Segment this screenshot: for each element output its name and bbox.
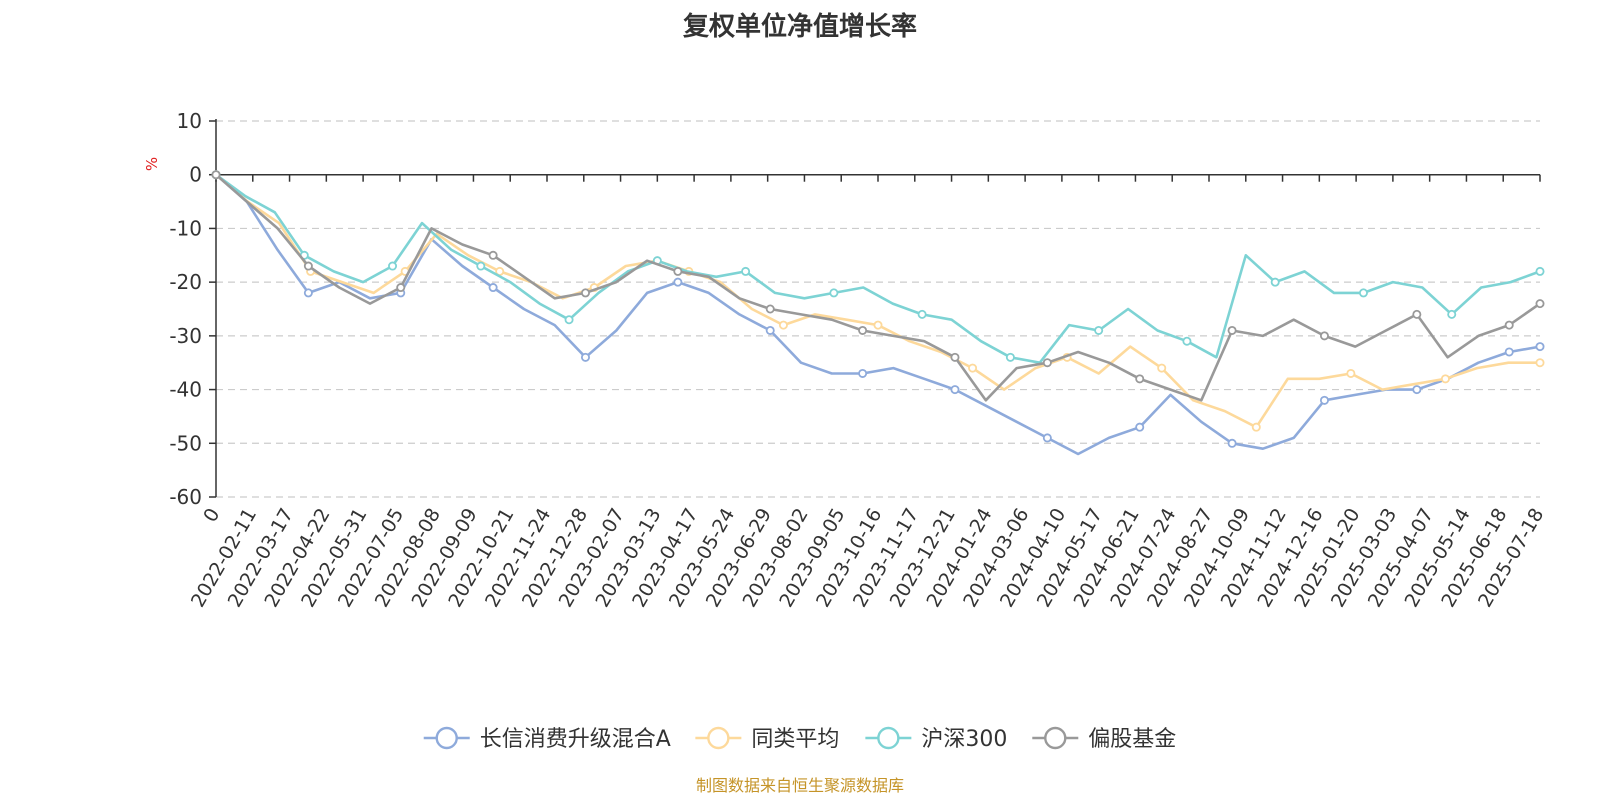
y-tick-label: 0 (189, 163, 202, 187)
series-point (917, 309, 927, 319)
series-point (1535, 358, 1545, 368)
series-point (580, 288, 590, 298)
series-line (215, 173, 1541, 365)
series-point (950, 385, 960, 395)
series-point (1504, 347, 1514, 357)
legend-marker (435, 726, 458, 750)
series-line (215, 173, 1541, 402)
series-point (1005, 352, 1015, 362)
legend-item[interactable]: 同类平均 (695, 726, 839, 752)
series-point (1251, 422, 1261, 432)
series-layer (211, 170, 1545, 456)
axis-layer: 100-10-20-30-40-50-6002022-02-112022-03-… (169, 109, 1548, 611)
series-point (1535, 342, 1545, 352)
series-point (1135, 422, 1145, 432)
series-point (580, 352, 590, 362)
legend-item[interactable]: 偏股基金 (1032, 726, 1176, 752)
series-point (778, 320, 788, 330)
series-point (858, 325, 868, 335)
series-point (765, 325, 775, 335)
y-tick-label: 10 (177, 109, 202, 133)
legend-label: 长信消费升级混合A (480, 727, 671, 752)
series-point (1042, 433, 1052, 443)
legend-marker (707, 726, 730, 750)
series-point (211, 170, 221, 180)
y-tick-label: -20 (169, 270, 202, 294)
grid-layer (216, 120, 1540, 498)
series-point (388, 261, 398, 271)
series-point (950, 352, 960, 362)
legend-item[interactable]: 沪深300 (865, 726, 1007, 752)
series-point (1535, 299, 1545, 309)
y-tick-label: -10 (169, 216, 202, 240)
y-tick-label: -60 (169, 485, 202, 509)
legend-label: 沪深300 (921, 727, 1007, 752)
series-point (741, 266, 751, 276)
series-point (1094, 325, 1104, 335)
series-point (765, 304, 775, 314)
x-tick-label: 0 (199, 505, 224, 526)
series-point (1440, 374, 1450, 384)
y-tick-label: -30 (169, 324, 202, 348)
series-point (1270, 277, 1280, 287)
series-point (673, 266, 683, 276)
series-point (1412, 309, 1422, 319)
series-point (1358, 288, 1368, 298)
series-point (476, 261, 486, 271)
series-point (303, 288, 313, 298)
series-point (673, 277, 683, 287)
series-point (1319, 395, 1329, 405)
series-point (873, 320, 883, 330)
legend-label: 偏股基金 (1088, 727, 1176, 752)
y-unit-label: % (143, 157, 161, 171)
series-point (1504, 320, 1514, 330)
series-line (215, 173, 1541, 456)
source-note: 制图数据来自恒生聚源数据库 (696, 776, 904, 795)
series-point (1319, 331, 1329, 341)
legend-item[interactable]: 长信消费升级混合A (423, 726, 671, 752)
series-point (1157, 363, 1167, 373)
series-point (1412, 385, 1422, 395)
series-point (1135, 374, 1145, 384)
series-point (1535, 266, 1545, 276)
series-point (1447, 309, 1457, 319)
series-point (396, 283, 406, 293)
legend-marker (877, 726, 900, 750)
y-tick-label: -50 (169, 431, 202, 455)
series-point (968, 363, 978, 373)
series-point (858, 368, 868, 378)
series-point (488, 250, 498, 260)
legend-label: 同类平均 (751, 727, 839, 752)
series-point (564, 315, 574, 325)
series-point (1042, 358, 1052, 368)
series-point (303, 261, 313, 271)
legend: 长信消费升级混合A 同类平均 沪深300 偏股基金 (423, 726, 1176, 752)
y-tick-label: -40 (169, 378, 202, 402)
series-point (1346, 368, 1356, 378)
series-point (1227, 438, 1237, 448)
legend-marker (1044, 726, 1067, 750)
series-point (829, 288, 839, 298)
series-point (488, 283, 498, 293)
chart-title: 复权单位净值增长率 (683, 11, 917, 42)
series-point (1227, 325, 1237, 335)
series-point (1182, 336, 1192, 346)
